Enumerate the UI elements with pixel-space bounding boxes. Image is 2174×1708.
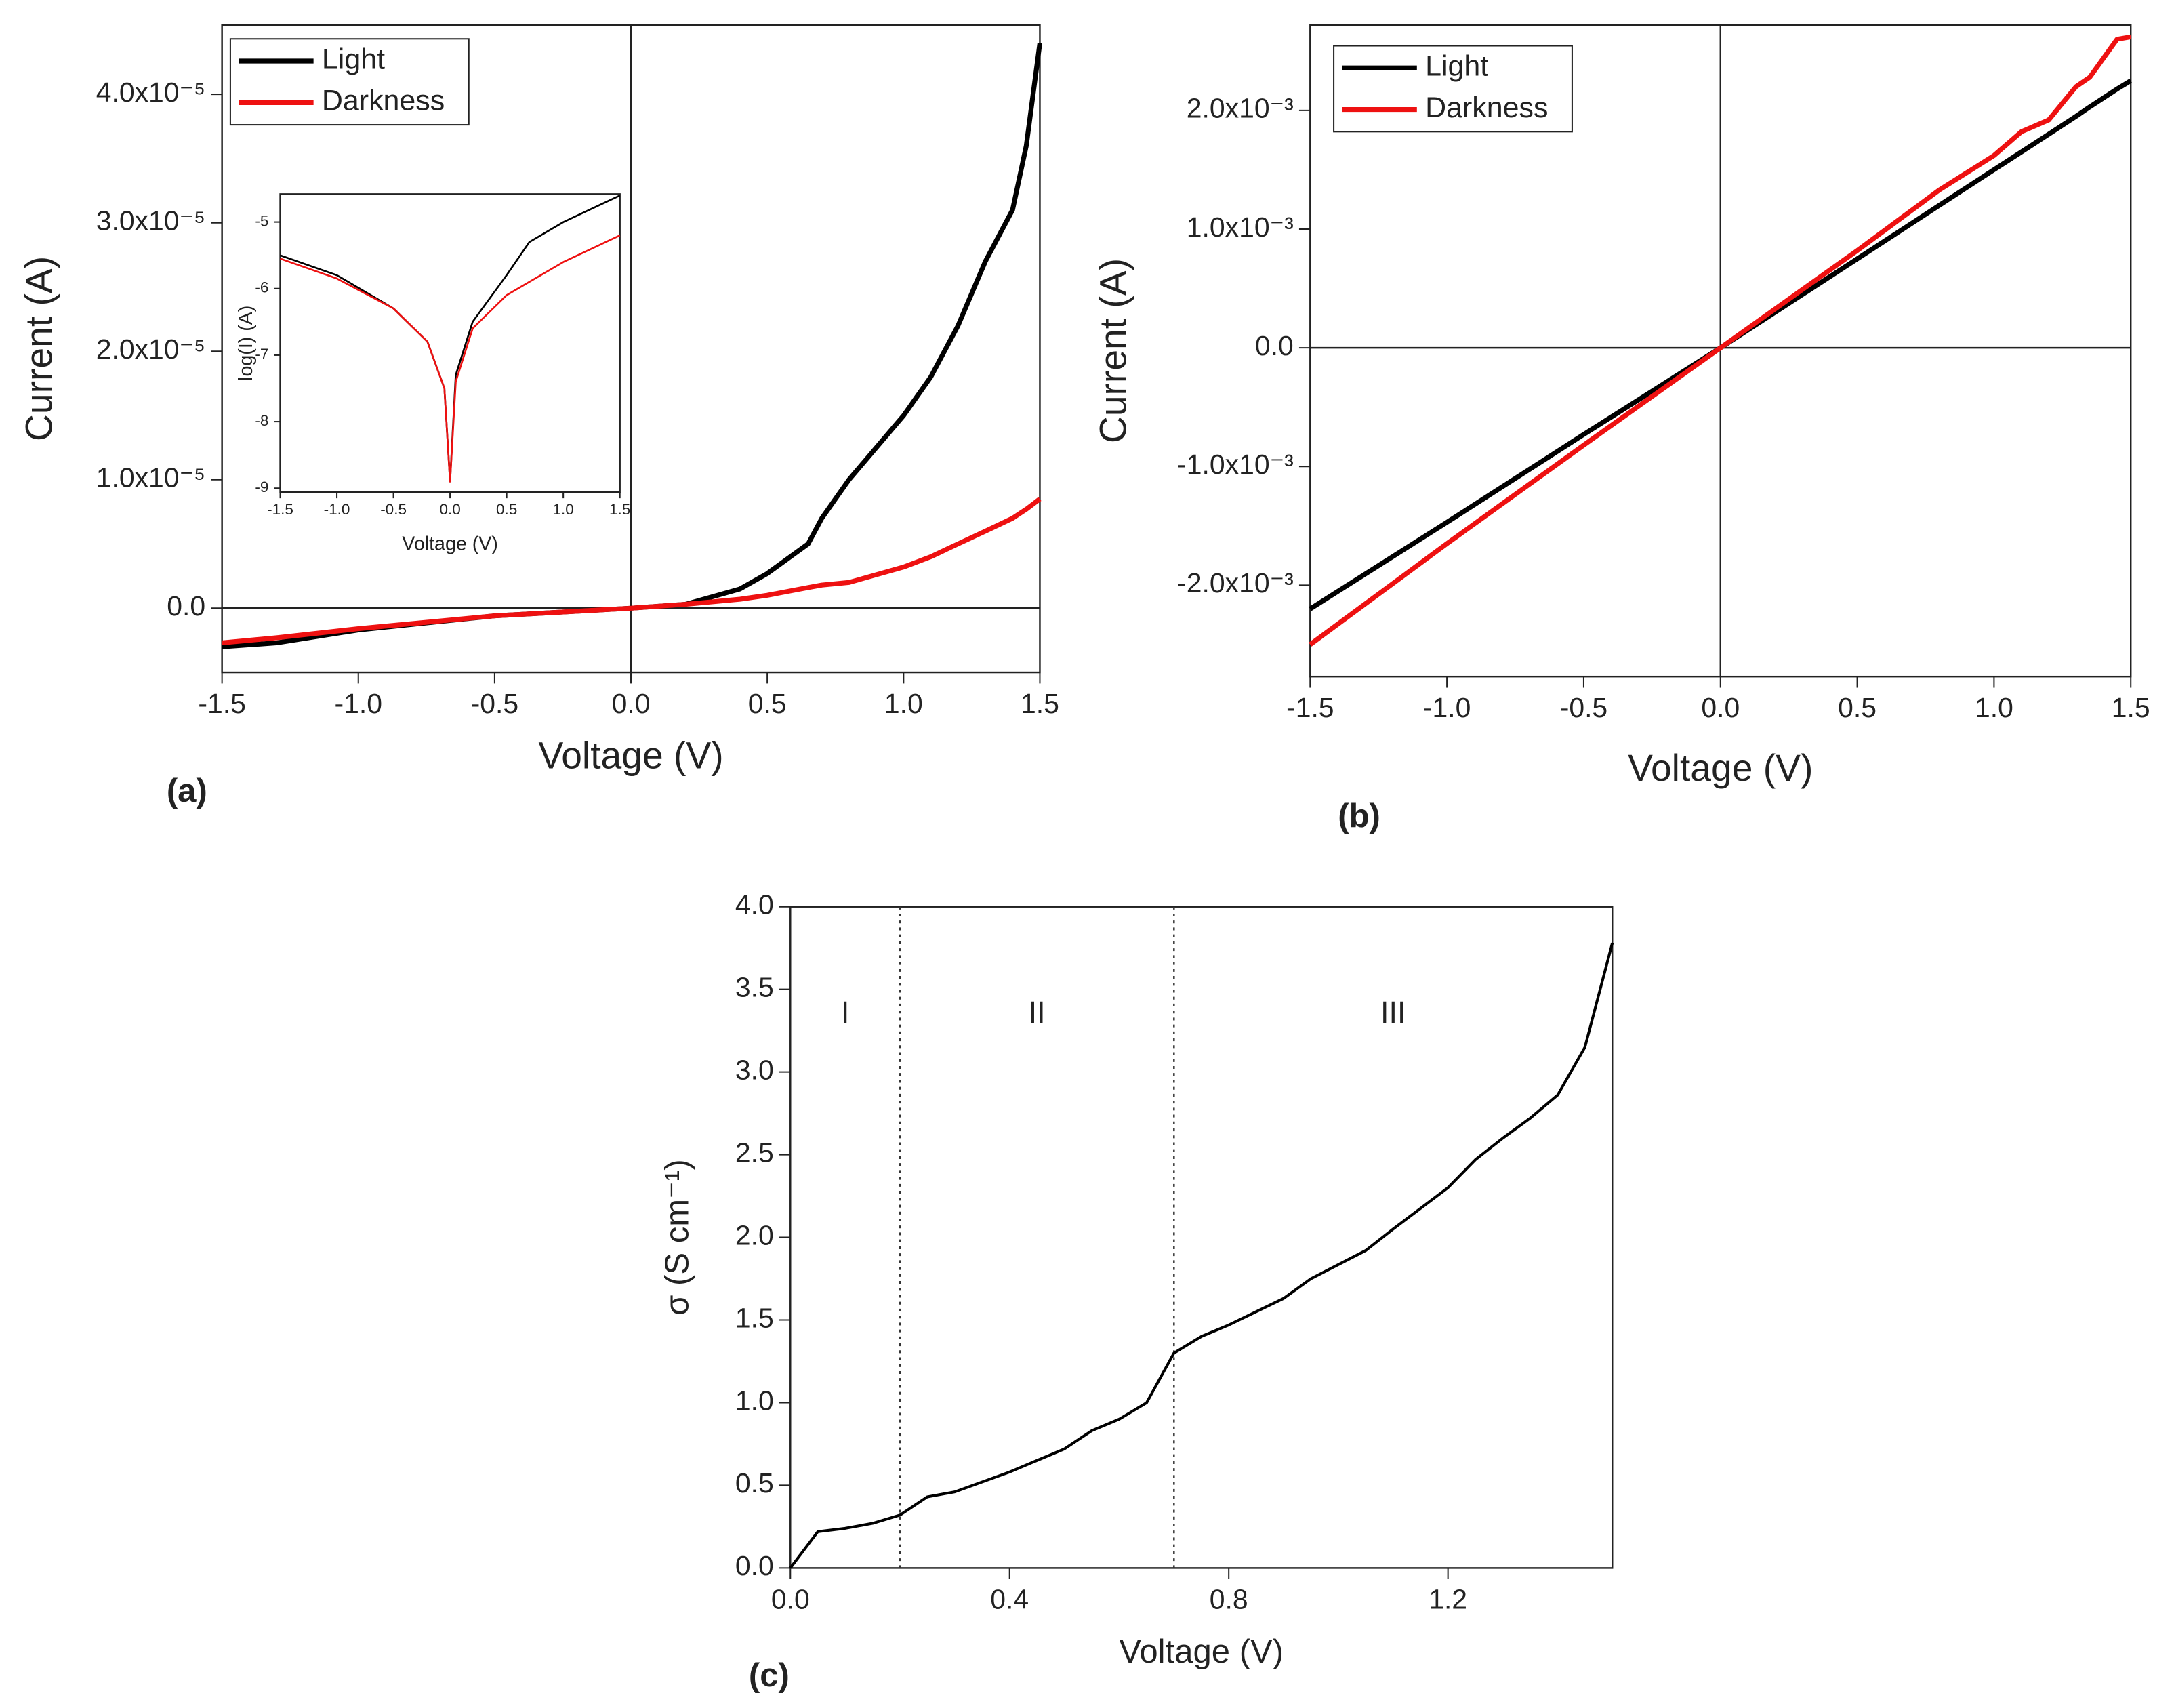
x-tick-label: 0.4 bbox=[990, 1583, 1029, 1614]
y-axis-label: log(I) (A) bbox=[235, 306, 257, 381]
y-tick-label: 3.5 bbox=[735, 971, 774, 1002]
panel-label: (b) bbox=[1338, 798, 1380, 834]
x-tick-label: 0.8 bbox=[1210, 1583, 1248, 1614]
x-tick-label: 1.2 bbox=[1429, 1583, 1467, 1614]
y-tick-label: 2.0 bbox=[735, 1219, 774, 1250]
y-tick-label: 0.0 bbox=[735, 1550, 774, 1581]
data-line bbox=[1309, 78, 2133, 611]
x-tick-label: 1.0 bbox=[884, 688, 923, 719]
panel-label: (c) bbox=[749, 1657, 789, 1694]
x-tick-label: -1.5 bbox=[1286, 692, 1334, 723]
x-tick-label: 0.0 bbox=[439, 501, 460, 518]
x-tick-label: -0.5 bbox=[380, 501, 407, 518]
y-tick-label: -8 bbox=[255, 412, 268, 429]
y-axis-label: Current (A) bbox=[1092, 258, 1134, 443]
y-tick-label: 1.0x10⁻³ bbox=[1187, 211, 1294, 243]
y-tick-label: 2.5 bbox=[735, 1137, 774, 1168]
x-tick-label: -1.5 bbox=[267, 501, 293, 518]
x-axis-label: Voltage (V) bbox=[538, 734, 723, 776]
legend-label: Darkness bbox=[1425, 92, 1548, 124]
x-tick-label: 0.0 bbox=[771, 1583, 810, 1614]
region-label: III bbox=[1380, 995, 1406, 1030]
region-label: I bbox=[841, 995, 850, 1030]
legend-box bbox=[229, 38, 470, 126]
y-tick-label: 0.0 bbox=[167, 590, 205, 622]
x-tick-label: 1.5 bbox=[1021, 688, 1059, 719]
data-line bbox=[1309, 34, 2131, 647]
plot-frame bbox=[789, 906, 1614, 1569]
x-tick-label: 0.5 bbox=[748, 688, 787, 719]
x-axis-label: Voltage (V) bbox=[1628, 747, 1813, 789]
y-tick-label: 0.5 bbox=[735, 1467, 774, 1499]
x-axis-label: Voltage (V) bbox=[1119, 1633, 1284, 1670]
data-line bbox=[789, 942, 1614, 1569]
x-axis-label: Voltage (V) bbox=[402, 533, 498, 554]
panel-label: (a) bbox=[167, 773, 207, 809]
y-tick-label: 3.0x10⁻⁵ bbox=[96, 205, 205, 236]
data-line bbox=[280, 235, 621, 483]
x-tick-label: -1.0 bbox=[324, 501, 350, 518]
legend-label: Light bbox=[1425, 50, 1488, 83]
y-axis-label: σ (S cm⁻¹) bbox=[659, 1159, 696, 1316]
legend-label: Darkness bbox=[322, 85, 445, 117]
y-tick-label: -2.0x10⁻³ bbox=[1177, 567, 1294, 598]
x-tick-label: 1.5 bbox=[2112, 692, 2150, 723]
y-tick-label: 2.0x10⁻³ bbox=[1187, 93, 1294, 124]
x-tick-label: 1.0 bbox=[553, 501, 574, 518]
plot-frame bbox=[279, 193, 621, 493]
y-tick-label: 4.0x10⁻⁵ bbox=[96, 77, 205, 108]
y-tick-label: 3.0 bbox=[735, 1054, 774, 1085]
data-line bbox=[222, 497, 1042, 646]
x-tick-label: 0.5 bbox=[1838, 692, 1876, 723]
legend-box bbox=[1333, 45, 1573, 133]
x-tick-label: 1.0 bbox=[1975, 692, 2013, 723]
region-label: II bbox=[1029, 995, 1046, 1030]
x-tick-label: 0.0 bbox=[1701, 692, 1740, 723]
y-tick-label: 4.0 bbox=[735, 889, 774, 920]
x-tick-label: 0.0 bbox=[612, 688, 651, 719]
y-tick-label: 1.0x10⁻⁵ bbox=[96, 462, 205, 493]
x-tick-label: -1.0 bbox=[1423, 692, 1471, 723]
x-tick-label: 1.5 bbox=[609, 501, 630, 518]
legend-label: Light bbox=[322, 43, 385, 75]
y-tick-label: 1.0 bbox=[735, 1385, 774, 1416]
y-tick-label: 1.5 bbox=[735, 1302, 774, 1333]
y-tick-label: -6 bbox=[255, 279, 268, 296]
x-tick-label: 0.5 bbox=[496, 501, 517, 518]
y-tick-label: 0.0 bbox=[1255, 330, 1294, 361]
x-tick-label: -1.5 bbox=[198, 688, 245, 719]
y-tick-label: -1.0x10⁻³ bbox=[1177, 449, 1294, 480]
y-axis-label: Current (A) bbox=[18, 256, 60, 441]
y-tick-label: -5 bbox=[255, 213, 268, 230]
y-tick-label: 2.0x10⁻⁵ bbox=[96, 333, 205, 365]
x-tick-label: -1.0 bbox=[335, 688, 382, 719]
x-tick-label: -0.5 bbox=[1560, 692, 1607, 723]
y-tick-label: -7 bbox=[255, 346, 268, 363]
x-tick-label: -0.5 bbox=[471, 688, 518, 719]
y-tick-label: -9 bbox=[255, 479, 268, 495]
